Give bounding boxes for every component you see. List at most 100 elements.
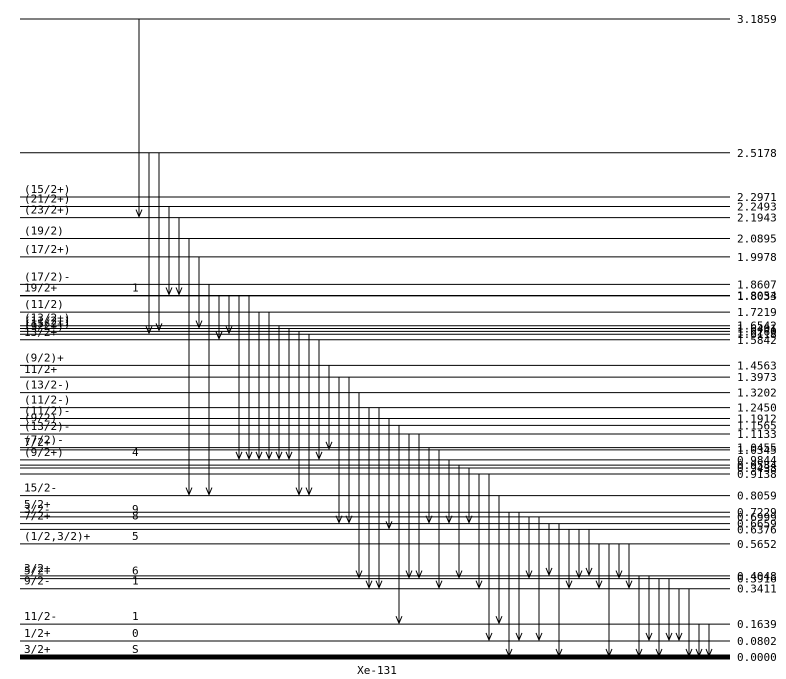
- level-spin: 19/2+: [24, 281, 57, 294]
- level-spin: (19/2): [24, 225, 64, 238]
- level-spin: 9/2-: [24, 575, 51, 588]
- level-spin: (17/2)-: [24, 270, 70, 283]
- level-note: 0: [132, 627, 139, 640]
- transition-head: [655, 648, 663, 658]
- level-spin: (11/2)-: [24, 404, 70, 417]
- transition-head: [245, 451, 253, 461]
- transition-head: [145, 326, 153, 335]
- transition-head: [345, 515, 353, 524]
- level-energy: 1.8033: [737, 290, 777, 303]
- transition-head: [595, 580, 603, 589]
- level-note: 6: [132, 565, 139, 578]
- transition-head: [385, 521, 393, 530]
- level-spin: (15/2+): [24, 317, 70, 330]
- level-spin: (13/2-): [24, 379, 70, 392]
- diagram-title: Xe-131: [357, 664, 397, 677]
- transition-head: [275, 451, 283, 461]
- level-spin: 3/2+: [24, 643, 51, 656]
- transition-head: [255, 451, 263, 461]
- level-spin: (7/2)-: [24, 434, 64, 447]
- level-energy: 1.0455: [737, 442, 777, 455]
- level-energy: 1.1565: [737, 419, 777, 432]
- level-energy: 1.4563: [737, 359, 777, 372]
- transition-head: [355, 570, 363, 579]
- transition-head: [625, 580, 633, 589]
- transition-head: [285, 451, 293, 461]
- transition-head: [455, 570, 463, 579]
- level-energy: 0.9138: [737, 468, 777, 481]
- level-note: 4: [132, 446, 139, 459]
- transition-head: [445, 515, 453, 524]
- transition-head: [425, 515, 433, 524]
- transition-head: [205, 487, 213, 496]
- level-spin: (9/2+): [24, 446, 64, 459]
- transition-head: [315, 451, 323, 461]
- level-spin: (11/2-): [24, 394, 70, 407]
- level-energy: 2.2971: [737, 191, 777, 204]
- transition-head: [375, 580, 383, 589]
- level-note: 5: [132, 530, 139, 543]
- level-spin: 15/2-: [24, 482, 57, 495]
- level-energy: 1.6260: [737, 325, 777, 338]
- transition-head: [185, 487, 193, 496]
- level-energy: 1.9978: [737, 251, 777, 264]
- transition-head: [635, 648, 643, 658]
- level-spin: (1/2,3/2)+: [24, 530, 91, 543]
- transition-head: [545, 567, 553, 577]
- transition-head: [305, 487, 313, 496]
- transition-head: [295, 487, 303, 496]
- level-spin: (17/2+): [24, 243, 70, 256]
- level-spin: 7/2+: [24, 510, 51, 523]
- transition-head: [155, 323, 163, 332]
- transition-head: [485, 632, 493, 642]
- level-note: 1: [132, 610, 139, 623]
- transition-head: [135, 209, 143, 218]
- level-energy: 1.2450: [737, 402, 777, 415]
- level-spin: (21/2+): [24, 193, 70, 206]
- level-energy: 0.4048: [737, 570, 777, 583]
- transition-head: [415, 570, 423, 579]
- transition-head: [695, 648, 703, 658]
- level-energy: 1.1133: [737, 428, 777, 441]
- level-energy: 0.3916: [737, 573, 777, 586]
- transition-head: [575, 570, 583, 579]
- level-note: 8: [132, 510, 139, 523]
- transition-head: [665, 632, 673, 642]
- transition-head: [195, 320, 203, 329]
- level-energy: 0.6376: [737, 523, 777, 536]
- level-spin: (11/2+): [24, 315, 70, 328]
- transition-head: [645, 632, 653, 642]
- level-energy: 2.5178: [737, 147, 777, 160]
- level-spin: (15/2+): [24, 183, 70, 196]
- level-energy: 1.6542: [737, 320, 777, 333]
- transition-head: [615, 570, 623, 579]
- level-spin: 11/2-: [24, 610, 57, 623]
- level-energy: 1.6401: [737, 323, 777, 336]
- transition-head: [325, 441, 333, 451]
- level-note: S: [132, 643, 139, 656]
- transition-head: [235, 451, 243, 461]
- transition-head: [525, 570, 533, 579]
- transition-head: [215, 331, 223, 341]
- transition-head: [165, 287, 173, 296]
- level-energy: 1.1912: [737, 412, 777, 425]
- transition-head: [705, 648, 713, 658]
- level-spin: (9/2)+: [24, 351, 64, 364]
- level-energy: 1.3202: [737, 387, 777, 400]
- transition-head: [505, 648, 513, 658]
- level-energy: 0.5652: [737, 538, 777, 551]
- level-spin: 3/2+: [24, 562, 51, 575]
- level-energy: 2.1943: [737, 212, 777, 225]
- level-energy: 0.3411: [737, 583, 777, 596]
- level-energy: 2.0895: [737, 233, 777, 246]
- level-note: 9: [132, 503, 139, 516]
- transition-head: [535, 632, 543, 642]
- level-spin: 5/2+: [24, 498, 51, 511]
- level-energy: 1.8054: [737, 289, 777, 302]
- transition-head: [475, 580, 483, 589]
- transition-head: [225, 326, 233, 335]
- level-note: 1: [132, 575, 139, 588]
- transition-head: [365, 580, 373, 589]
- level-spin: 7/2+: [24, 436, 51, 449]
